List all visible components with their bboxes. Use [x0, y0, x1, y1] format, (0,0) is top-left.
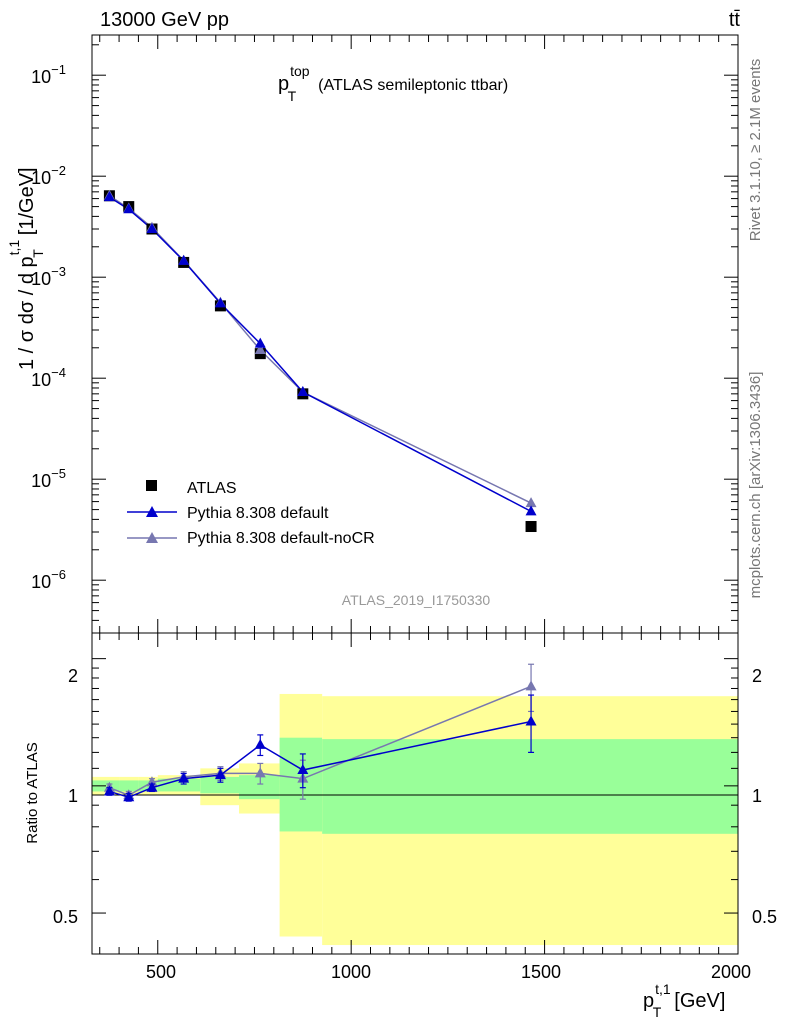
ratio-series — [103, 663, 537, 802]
main-y-tick-label: 10−3 — [31, 264, 66, 289]
rivet-version-label: Rivet 3.1.10, ≥ 2.1M events — [747, 59, 764, 242]
main-y-axis-label-superscript: t,1 — [6, 240, 22, 256]
legend-label-default: Pythia 8.308 default — [187, 505, 329, 522]
x-tick-label-1000: 1000 — [331, 962, 371, 982]
ratio-point-default — [254, 738, 266, 749]
main-y-tick-label: 10−5 — [31, 466, 66, 491]
ratio-tick-label-right-0.5: 0.5 — [752, 907, 777, 927]
main-title: ptop T (ATLAS semileptonic ttbar) — [278, 63, 508, 104]
ratio-tick-label-1: 1 — [68, 786, 78, 806]
main-y-axis-label-subscript: T — [30, 249, 46, 258]
main-point-default — [103, 191, 115, 202]
ratio-tick-label-2: 2 — [68, 666, 78, 686]
main-point-default — [123, 203, 135, 214]
x-axis-label-superscript: t,1 — [655, 981, 671, 997]
tick-base: 10 — [31, 269, 51, 289]
main-title-text: (ATLAS semileptonic ttbar) — [318, 77, 508, 94]
x-axis-label-symbol: p — [643, 990, 654, 1012]
tick-exponent: −3 — [51, 264, 66, 279]
legend-marker-atlas — [146, 480, 157, 491]
ratio-frame — [91, 632, 739, 955]
tick-exponent: −1 — [51, 62, 66, 77]
legend-marker-default — [146, 506, 158, 517]
x-tick-label-500: 500 — [146, 962, 176, 982]
ratio-band-stat — [322, 739, 738, 834]
tick-base: 10 — [31, 471, 51, 491]
x-axis-label-unit: [GeV] — [674, 990, 725, 1012]
ratio-point-default — [146, 781, 158, 792]
main-line-default — [109, 196, 532, 513]
x-axis-label-subscript: T — [653, 1004, 662, 1020]
ratio-point-default — [214, 769, 226, 780]
main-y-tick-label: 10−1 — [31, 62, 66, 87]
header-energy-label: 13000 GeV pp — [100, 9, 229, 31]
ratio-band-stat — [119, 780, 139, 792]
ratio-band-stat — [157, 778, 201, 792]
tick-exponent: −6 — [51, 567, 66, 582]
tick-base: 10 — [31, 370, 51, 390]
main-y-tick-label: 10−2 — [31, 163, 66, 188]
main-y-tick-label: 10−6 — [31, 567, 66, 592]
ratio-line-nocr — [109, 685, 532, 797]
tick-base: 10 — [31, 168, 51, 188]
main-point-default — [525, 505, 537, 516]
main-title-subscript: T — [288, 88, 297, 104]
ratio-uncertainty-bands — [92, 693, 738, 946]
ratio-y-axis-label: Ratio to ATLAS — [24, 742, 41, 843]
ratio-tick-label-right-1: 1 — [752, 786, 762, 806]
tick-base: 10 — [31, 572, 51, 592]
tick-exponent: −2 — [51, 163, 66, 178]
main-line-nocr — [108, 195, 532, 504]
main-y-tick-labels: 10−110−210−310−410−510−6 — [31, 62, 66, 592]
main-point-nocr — [254, 344, 266, 355]
ratio-y-ticks — [92, 658, 738, 914]
ratio-point-default — [525, 715, 537, 726]
ratio-point-nocr — [525, 680, 537, 691]
main-series — [103, 189, 537, 533]
x-tick-label-2000: 2000 — [711, 962, 751, 982]
ratio-point-default — [123, 791, 135, 802]
main-point-default — [297, 385, 309, 396]
x-axis-label: pt,1 T [GeV] — [643, 981, 725, 1020]
ratio-point-default — [178, 772, 190, 783]
main-point-default — [214, 297, 226, 308]
tick-base: 10 — [31, 67, 51, 87]
ratio-tick-label-right-2: 2 — [752, 666, 762, 686]
main-point-default — [178, 254, 190, 265]
svg-text:1 / σ dσ / d pt,1T[1/GeV]: 1 / σ dσ / d pt,1 T [1/GeV] — [6, 167, 46, 370]
main-y-axis-label-unit: [1/GeV] — [16, 167, 38, 235]
main-y-tick-label: 10−4 — [31, 365, 66, 390]
ratio-line-default — [109, 720, 532, 798]
tick-exponent: −4 — [51, 365, 66, 380]
main-title-superscript: top — [290, 63, 310, 79]
ratio-point-default — [297, 764, 309, 775]
main-panel: 10−110−210−310−410−510−6 ptop T(ATLAS sem… — [6, 34, 739, 634]
x-tick-label-1500: 1500 — [521, 962, 561, 982]
legend-label-nocr: Pythia 8.308 default-noCR — [187, 530, 375, 547]
tick-exponent: −5 — [51, 466, 66, 481]
ratio-band-stat — [200, 776, 239, 794]
main-title-symbol: p — [278, 73, 289, 95]
ratio-panel: 2 1 0.5 2 1 0.5 Ratio to ATLAS — [24, 632, 777, 955]
main-point-nocr — [525, 497, 537, 508]
header-process-label: tt̄ — [729, 9, 741, 31]
ratio-band-stat — [279, 737, 323, 832]
ratio-point-default — [103, 785, 115, 796]
mcplots-label: mcplots.cern.ch [arXiv:1306.3436] — [747, 372, 764, 599]
ratio-tick-label-0.5: 0.5 — [53, 907, 78, 927]
legend-label-atlas: ATLAS — [187, 480, 237, 497]
ratio-point-nocr — [254, 767, 266, 778]
main-y-axis-label-text: 1 / σ dσ / d p — [16, 256, 38, 370]
analysis-watermark: ATLAS_2019_I1750330 — [342, 592, 491, 608]
ratio-band-stat — [238, 775, 280, 800]
legend: ATLAS Pythia 8.308 default Pythia 8.308 … — [127, 480, 375, 547]
legend-marker-nocr — [146, 532, 158, 543]
main-point-default — [254, 337, 266, 348]
main-y-axis-label: 1 / σ dσ / d pt,1 T [1/GeV] — [6, 167, 46, 370]
main-point-default — [146, 223, 158, 234]
x-axis-ticks — [99, 35, 739, 954]
main-point-atlas — [525, 521, 537, 533]
